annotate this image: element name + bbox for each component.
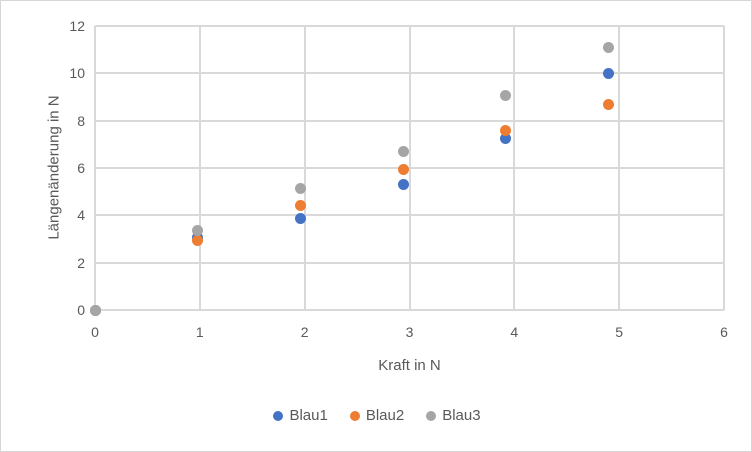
data-point-blau3 bbox=[192, 225, 204, 237]
data-point-blau3 bbox=[294, 182, 306, 194]
x-tick-label: 1 bbox=[195, 324, 204, 340]
vertical-gridline bbox=[408, 26, 411, 310]
x-tick-label: 6 bbox=[720, 324, 728, 340]
legend-item-blau1: Blau1 bbox=[273, 407, 328, 424]
data-point-blau3 bbox=[603, 41, 615, 53]
legend: Blau1 Blau2 Blau3 bbox=[1, 407, 751, 424]
legend-item-blau3: Blau3 bbox=[426, 407, 481, 424]
y-tick-label: 10 bbox=[69, 65, 85, 82]
data-point-blau2 bbox=[500, 124, 512, 136]
data-point-blau1 bbox=[603, 67, 615, 79]
legend-label: Blau1 bbox=[289, 407, 328, 424]
legend-label: Blau3 bbox=[442, 407, 481, 424]
y-tick-label: 8 bbox=[77, 112, 85, 129]
data-point-blau1 bbox=[500, 132, 512, 144]
legend-marker-icon bbox=[426, 410, 437, 421]
data-point-blau2 bbox=[192, 234, 204, 246]
vertical-gridline bbox=[94, 26, 96, 310]
data-point-blau3 bbox=[397, 145, 409, 157]
vertical-gridline bbox=[618, 26, 621, 310]
x-tick-label: 0 bbox=[91, 324, 99, 340]
y-tick-label: 6 bbox=[77, 160, 85, 176]
legend-marker-icon bbox=[273, 410, 284, 421]
vertical-gridline bbox=[723, 26, 725, 310]
y-tick-label: 4 bbox=[77, 207, 85, 224]
legend-marker-icon bbox=[349, 410, 360, 421]
horizontal-gridline bbox=[95, 309, 724, 311]
vertical-gridline bbox=[303, 26, 306, 310]
x-axis-title: Kraft in N bbox=[378, 357, 441, 374]
y-tick-label: 12 bbox=[69, 18, 85, 34]
x-tick-label: 3 bbox=[405, 324, 414, 340]
x-tick-label: 2 bbox=[300, 324, 309, 340]
legend-label: Blau2 bbox=[365, 407, 405, 424]
data-point-blau1 bbox=[397, 179, 409, 191]
data-point-blau2 bbox=[397, 163, 409, 175]
legend-item-blau2: Blau2 bbox=[349, 407, 405, 424]
vertical-gridline bbox=[198, 26, 201, 310]
data-point-blau3 bbox=[500, 90, 512, 102]
vertical-gridline bbox=[513, 26, 516, 310]
data-point-blau3 bbox=[89, 304, 101, 316]
y-axis-title: Längenänderung in N bbox=[45, 95, 63, 240]
y-tick-label: 0 bbox=[77, 302, 85, 318]
data-point-blau1 bbox=[294, 213, 306, 225]
x-tick-label: 4 bbox=[510, 324, 519, 340]
y-tick-label: 2 bbox=[77, 254, 85, 271]
data-point-blau2 bbox=[294, 200, 306, 212]
data-point-blau2 bbox=[603, 98, 615, 110]
x-tick-label: 5 bbox=[615, 324, 624, 340]
